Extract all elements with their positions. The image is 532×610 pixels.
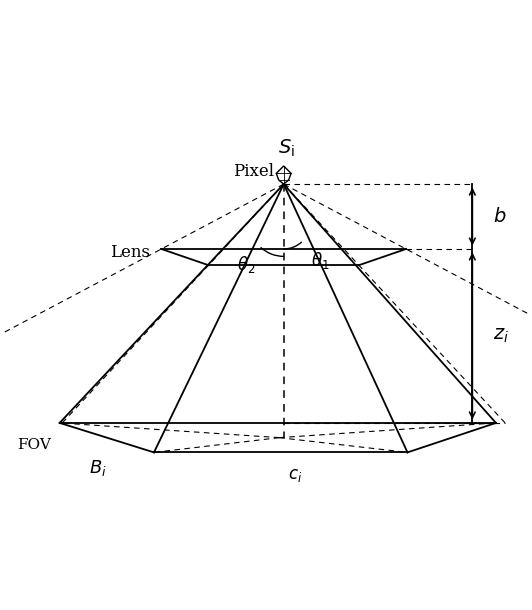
Text: Lens: Lens [110,245,149,262]
Text: Pixel: Pixel [233,163,274,181]
Text: $S_{\mathrm{i}}$: $S_{\mathrm{i}}$ [278,137,295,159]
Text: $B_i$: $B_i$ [89,458,107,478]
Text: $c_i$: $c_i$ [288,467,303,484]
Text: $\theta_1$: $\theta_1$ [311,250,329,271]
Text: $\theta_2$: $\theta_2$ [237,254,255,276]
Text: $b$: $b$ [493,207,506,226]
Text: $z_i$: $z_i$ [493,327,509,345]
Text: FOV: FOV [17,437,51,451]
